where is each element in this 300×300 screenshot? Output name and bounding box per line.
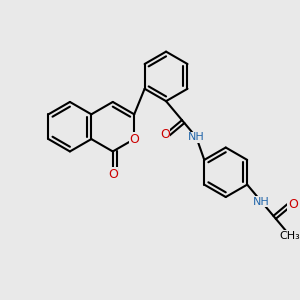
- Text: CH₃: CH₃: [280, 231, 300, 241]
- Text: O: O: [108, 168, 118, 181]
- Text: NH: NH: [188, 132, 205, 142]
- Text: O: O: [288, 198, 298, 211]
- Text: O: O: [129, 133, 139, 146]
- Text: O: O: [160, 128, 170, 141]
- Text: NH: NH: [253, 197, 270, 207]
